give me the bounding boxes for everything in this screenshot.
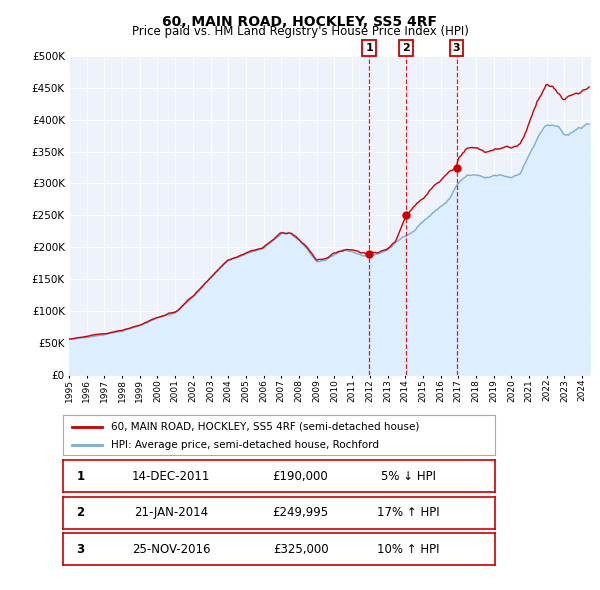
Text: HPI: Average price, semi-detached house, Rochford: HPI: Average price, semi-detached house,… xyxy=(110,441,379,450)
Text: 1: 1 xyxy=(365,43,373,53)
Text: 60, MAIN ROAD, HOCKLEY, SS5 4RF: 60, MAIN ROAD, HOCKLEY, SS5 4RF xyxy=(163,15,437,29)
Text: 21-JAN-2014: 21-JAN-2014 xyxy=(134,506,208,519)
Text: £190,000: £190,000 xyxy=(273,470,328,483)
Text: 3: 3 xyxy=(76,543,85,556)
Text: 17% ↑ HPI: 17% ↑ HPI xyxy=(377,506,440,519)
Text: 10% ↑ HPI: 10% ↑ HPI xyxy=(377,543,440,556)
Text: 25-NOV-2016: 25-NOV-2016 xyxy=(132,543,210,556)
Text: 60, MAIN ROAD, HOCKLEY, SS5 4RF (semi-detached house): 60, MAIN ROAD, HOCKLEY, SS5 4RF (semi-de… xyxy=(110,422,419,432)
Text: £325,000: £325,000 xyxy=(273,543,328,556)
Text: 14-DEC-2011: 14-DEC-2011 xyxy=(132,470,210,483)
Text: 2: 2 xyxy=(76,506,85,519)
Text: Price paid vs. HM Land Registry's House Price Index (HPI): Price paid vs. HM Land Registry's House … xyxy=(131,25,469,38)
Text: 1: 1 xyxy=(76,470,85,483)
Text: 3: 3 xyxy=(453,43,460,53)
Text: 2: 2 xyxy=(402,43,410,53)
Text: £249,995: £249,995 xyxy=(272,506,329,519)
Text: 5% ↓ HPI: 5% ↓ HPI xyxy=(381,470,436,483)
